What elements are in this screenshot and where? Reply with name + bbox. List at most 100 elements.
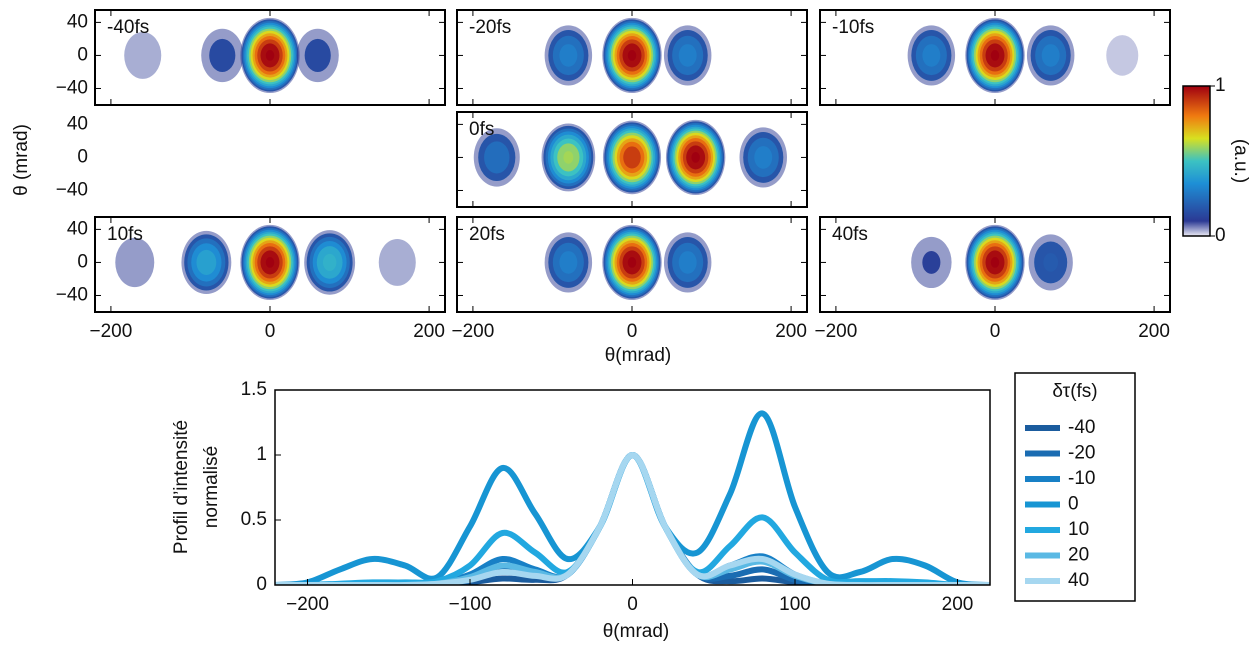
intensity-blob	[602, 17, 662, 94]
blob-level	[265, 257, 275, 268]
profile-line	[275, 452, 990, 585]
legend-label: -40	[1068, 417, 1095, 438]
colorbar-label: (a.u.)	[1230, 139, 1251, 183]
panel-image	[473, 119, 787, 196]
legend-title: δτ(fs)	[1052, 381, 1097, 402]
y-tick-label: −40	[56, 284, 88, 305]
x-tick-label: −200	[815, 321, 858, 342]
blob-level	[1041, 44, 1060, 67]
blob-level	[990, 50, 1000, 61]
y-axis-label: normalisé	[201, 446, 222, 528]
blob-level	[990, 257, 1000, 268]
y-tick-label: 40	[67, 218, 88, 239]
intensity-blob	[115, 237, 155, 288]
blob-level	[623, 146, 641, 169]
legend-label: -20	[1068, 443, 1095, 464]
blob-level	[1106, 35, 1139, 76]
panel-label: -10fs	[832, 17, 874, 38]
intensity-blob	[378, 238, 416, 286]
blob-level	[124, 31, 162, 79]
colorbar-tick-label: 0	[1215, 225, 1226, 246]
blob-level	[304, 38, 331, 72]
intensity-blob	[544, 25, 593, 86]
x-tick-label: 200	[775, 321, 807, 342]
legend-label: 0	[1068, 494, 1079, 515]
blob-level	[322, 253, 337, 271]
profile-line	[275, 452, 990, 585]
x-tick-label: 200	[1138, 321, 1170, 342]
blob-level	[691, 152, 700, 163]
blob-level	[559, 44, 578, 67]
intensity-blob	[473, 128, 520, 187]
blob-level	[1043, 253, 1059, 272]
blob-level	[754, 146, 773, 169]
panel-image	[907, 17, 1139, 94]
intensity-blob	[663, 25, 712, 86]
blob-level	[378, 238, 416, 286]
blob-level	[922, 44, 941, 67]
legend-label: -10	[1068, 468, 1095, 489]
colorbar	[1182, 85, 1211, 237]
panel-image	[544, 224, 712, 301]
panel-label: 10fs	[107, 224, 143, 245]
x-tick-label: 200	[942, 594, 974, 615]
intensity-blob	[602, 120, 662, 195]
y-tick-label: 0	[77, 146, 88, 167]
profile-line	[275, 410, 990, 585]
y-tick-label: 40	[67, 11, 88, 32]
y-tick-label: 1.5	[241, 379, 267, 400]
blob-level	[627, 257, 637, 268]
blob-level	[563, 151, 574, 164]
y-tick-label: 0.5	[241, 509, 267, 530]
intensity-blob	[602, 224, 662, 301]
intensity-blob	[965, 17, 1025, 94]
x-tick-label: −200	[452, 321, 495, 342]
intensity-blob	[181, 230, 232, 295]
panel-label: -40fs	[107, 17, 149, 38]
intensity-blob	[544, 232, 593, 293]
blob-level	[484, 141, 510, 174]
intensity-blob	[304, 230, 356, 295]
blob-level	[678, 251, 697, 274]
x-tick-label: 200	[413, 321, 445, 342]
panel-image	[911, 224, 1073, 301]
intensity-blob	[124, 31, 162, 79]
y-tick-label: 40	[67, 113, 88, 134]
intensity-blob	[911, 236, 952, 289]
blob-level	[678, 44, 697, 67]
y-tick-label: −40	[56, 179, 88, 200]
blob-level	[265, 50, 275, 61]
x-tick-label: 0	[627, 321, 638, 342]
x-tick-label: 100	[779, 594, 811, 615]
colorbar-tick-label: 1	[1215, 75, 1226, 96]
panel-label: 20fs	[469, 224, 505, 245]
legend-label: 40	[1068, 570, 1089, 591]
plot-frame	[274, 389, 991, 586]
blob-level	[196, 249, 217, 275]
intensity-blob	[1106, 35, 1139, 76]
intensity-blob	[663, 232, 712, 293]
y-tick-label: 0	[77, 251, 88, 272]
x-tick-label: −200	[286, 594, 329, 615]
intensity-blob	[965, 224, 1025, 301]
x-axis-label: θ(mrad)	[603, 621, 670, 642]
panel-image	[124, 17, 339, 94]
intensity-blob	[1026, 25, 1075, 86]
panel-image	[544, 17, 712, 94]
profile-line	[275, 452, 990, 585]
intensity-blob	[240, 224, 300, 301]
x-tick-label: −200	[90, 321, 133, 342]
profile-line	[275, 452, 990, 585]
blob-level	[115, 237, 155, 288]
y-tick-label: 1	[256, 444, 267, 465]
profile-line	[275, 452, 990, 585]
intensity-blob	[296, 28, 339, 83]
x-tick-label: −100	[449, 594, 492, 615]
blob-level	[559, 251, 578, 274]
profile-line	[275, 452, 990, 585]
panel-label: 40fs	[832, 224, 868, 245]
y-tick-label: −40	[56, 77, 88, 98]
y-axis-label: θ (mrad)	[11, 124, 32, 196]
